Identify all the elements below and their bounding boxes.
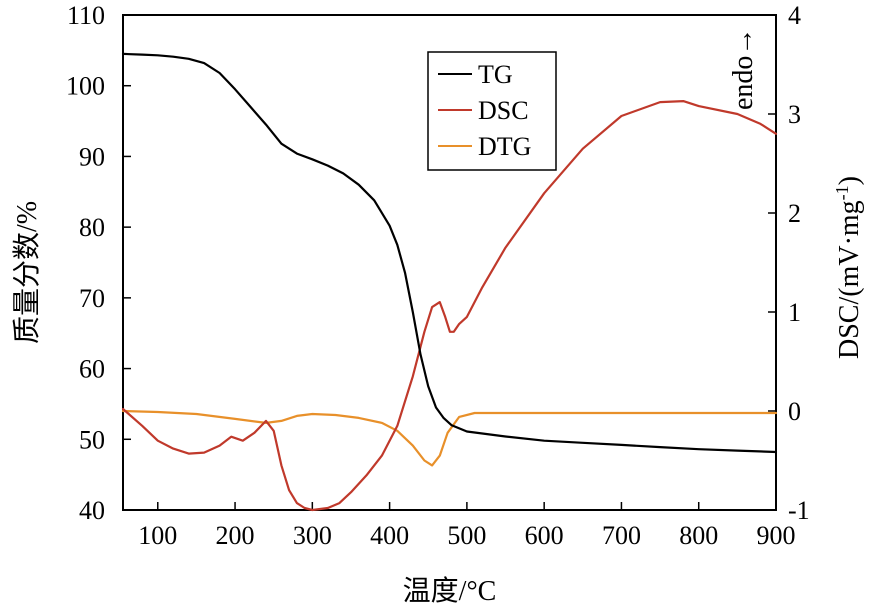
- x-tick-label: 600: [525, 521, 564, 550]
- right-y-axis-ticks: -1 0 1 2 3 4: [768, 1, 810, 525]
- right-y-axis-title-sup: -1: [832, 185, 852, 200]
- left-y-tick-label: 50: [79, 425, 105, 454]
- legend: TG DSC DTG: [427, 51, 557, 171]
- endo-annotation: endo→: [728, 28, 759, 110]
- right-y-axis-title: DSC/(mV·mg-1): [832, 176, 865, 359]
- left-y-tick-label: 40: [79, 496, 105, 525]
- x-tick-label: 800: [679, 521, 718, 550]
- x-tick-label: 300: [293, 521, 332, 550]
- x-tick-label: 200: [216, 521, 255, 550]
- x-tick-label: 500: [447, 521, 486, 550]
- right-y-axis-title-main: DSC/(mV·mg: [834, 200, 865, 359]
- legend-label-dsc: DSC: [478, 96, 529, 125]
- right-y-tick-label: 0: [788, 397, 801, 426]
- left-y-tick-label: 60: [79, 355, 105, 384]
- x-tick-label: 700: [602, 521, 641, 550]
- left-y-tick-label: 70: [79, 284, 105, 313]
- right-y-axis-title-close: ): [834, 176, 865, 185]
- legend-label-tg: TG: [478, 60, 513, 89]
- right-y-tick-label: 4: [788, 1, 801, 30]
- x-tick-label: 400: [370, 521, 409, 550]
- legend-label-dtg: DTG: [478, 132, 531, 161]
- left-y-axis-ticks: 40 50 60 70 80 90 100 110: [66, 1, 131, 525]
- series-layer: [121, 52, 778, 512]
- left-y-tick-label: 110: [67, 1, 105, 30]
- left-y-tick-label: 80: [79, 213, 105, 242]
- right-y-tick-label: 1: [788, 298, 801, 327]
- plot-area: [122, 14, 777, 511]
- plot-frame: [122, 14, 777, 511]
- x-tick-label: 900: [757, 521, 796, 550]
- left-y-tick-label: 100: [66, 72, 105, 101]
- series-line-dsc: [121, 99, 778, 512]
- x-axis-title: 温度/°C: [403, 575, 497, 607]
- series-line-dtg: [121, 409, 778, 467]
- right-y-tick-label: 2: [788, 199, 801, 228]
- x-tick-label: 100: [138, 521, 177, 550]
- right-y-tick-label: -1: [788, 496, 810, 525]
- x-axis-ticks: 100 200 300 400 500 600 700 800 900: [138, 502, 796, 550]
- series-line-tg: [121, 52, 778, 454]
- right-y-tick-label: 3: [788, 100, 801, 129]
- left-y-axis-title: 质量分数/%: [11, 201, 43, 344]
- left-y-tick-label: 90: [79, 142, 105, 171]
